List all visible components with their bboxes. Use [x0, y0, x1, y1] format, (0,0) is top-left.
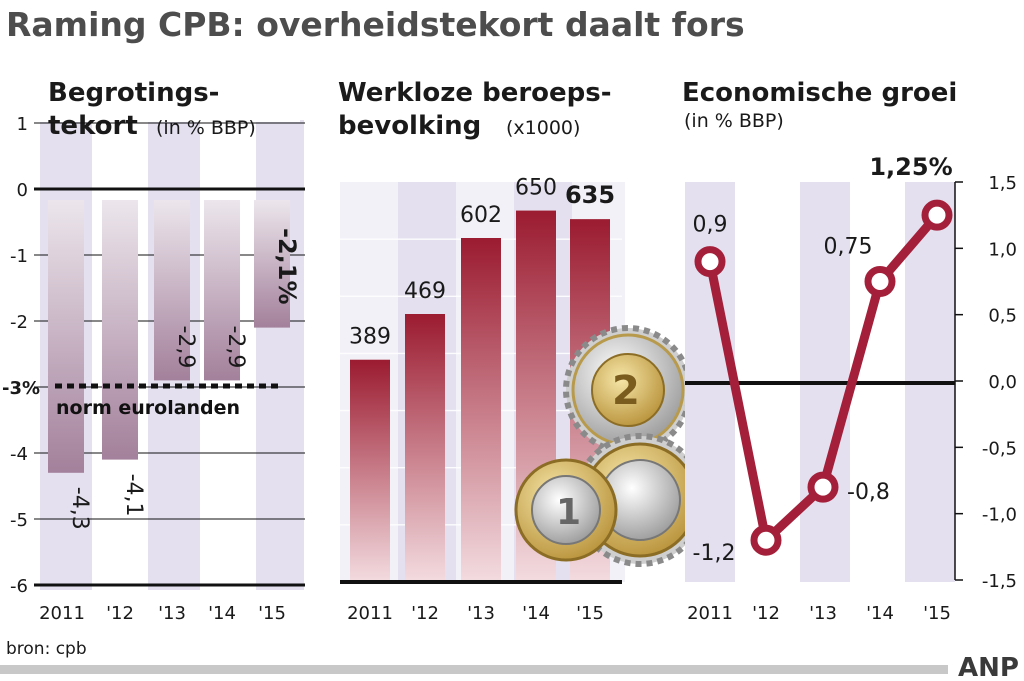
growth-point — [694, 246, 726, 278]
deficit-x-tick: 2011 — [39, 603, 85, 624]
deficit-bar — [102, 200, 138, 460]
deficit-y-tick: 0 — [17, 180, 28, 201]
growth-x-tick: 2011 — [687, 603, 733, 624]
deficit-bar — [204, 200, 240, 381]
unemployment-title-line1: Werkloze beroeps- — [338, 78, 612, 108]
deficit-y-tick: -3% — [2, 378, 40, 399]
growth-panel: Economische groei (in % BBP) 1,5 1,0 0,5 0,… — [682, 78, 1017, 624]
growth-y-tick: 0,0 — [988, 372, 1017, 393]
unemployment-x-tick: '13 — [467, 603, 495, 624]
deficit-value-label: -2,9 — [223, 325, 248, 368]
unemployment-panel: Werkloze beroeps- bevolking (x1000) 389 4… — [338, 78, 707, 624]
growth-point — [807, 471, 839, 503]
growth-point — [750, 524, 782, 556]
deficit-x-tick: '14 — [208, 603, 236, 624]
svg-text:1: 1 — [556, 492, 581, 533]
unemployment-x-tick: '14 — [522, 603, 550, 624]
deficit-value-label: -4,1 — [121, 474, 146, 517]
unemployment-bar — [461, 238, 501, 582]
growth-x-tick: '14 — [866, 603, 894, 624]
deficit-value-label: -4,3 — [67, 487, 92, 530]
deficit-y-tick: -6 — [10, 576, 28, 597]
unemployment-value-label: 650 — [515, 176, 557, 201]
unemployment-subtitle: (x1000) — [506, 117, 580, 139]
unemployment-value-label: 635 — [565, 181, 615, 209]
growth-y-tick: -1,0 — [982, 505, 1017, 526]
unemployment-x-tick: 2011 — [347, 603, 393, 624]
norm-label: norm eurolanden — [56, 397, 240, 419]
agency-logo: ANP — [958, 653, 1019, 681]
unemployment-value-label: 602 — [460, 203, 502, 228]
growth-y-tick: 1,5 — [988, 173, 1017, 194]
deficit-panel: Begrotings- tekort (in % BBP) 1 0 -1 -2 -3% -… — [2, 70, 305, 624]
deficit-x-tick: '12 — [106, 603, 134, 624]
source-label: bron: cpb — [6, 639, 87, 659]
deficit-x-tick: '15 — [258, 603, 286, 624]
deficit-bar — [154, 200, 190, 381]
deficit-value-label: -2,1% — [273, 228, 301, 305]
unemployment-title-line2: bevolking — [338, 111, 481, 141]
growth-subtitle: (in % BBP) — [684, 110, 784, 132]
growth-y-tick: 0,5 — [988, 306, 1017, 327]
growth-point — [864, 266, 896, 297]
growth-value-label: 0,75 — [824, 235, 873, 260]
deficit-bar — [254, 200, 290, 328]
deficit-bar — [48, 200, 84, 473]
growth-title: Economische groei — [682, 78, 957, 108]
deficit-title-line1: Begrotings- — [48, 78, 219, 108]
growth-x-tick: '12 — [752, 603, 780, 624]
euro-coins-illustration: 2 1 — [514, 325, 707, 567]
deficit-subtitle: (in % BBP) — [156, 117, 256, 139]
deficit-title-line2: tekort — [48, 111, 138, 141]
growth-x-tick: '15 — [923, 603, 951, 624]
unemployment-value-label: 469 — [404, 279, 446, 304]
unemployment-bar — [405, 314, 445, 582]
main-title: Raming CPB: overheidstekort daalt fors — [6, 5, 745, 44]
unemployment-value-label: 389 — [349, 325, 391, 350]
footer-bar — [0, 665, 948, 674]
svg-text:2: 2 — [612, 368, 640, 414]
deficit-y-tick: -4 — [10, 444, 28, 465]
growth-value-label: 0,9 — [693, 213, 728, 238]
deficit-y-tick: -5 — [10, 510, 28, 531]
growth-y-tick: -0,5 — [982, 438, 1017, 459]
growth-value-label: -0,8 — [847, 480, 890, 505]
growth-y-tick: -1,5 — [982, 571, 1017, 592]
unemployment-bar — [350, 359, 390, 582]
deficit-x-tick: '13 — [158, 603, 186, 624]
unemployment-x-tick: '15 — [576, 603, 604, 624]
growth-x-tick: '13 — [809, 603, 837, 624]
growth-value-label: 1,25% — [869, 153, 952, 181]
unemployment-x-tick: '12 — [411, 603, 439, 624]
growth-y-tick: 1,0 — [988, 239, 1017, 260]
deficit-band — [256, 120, 304, 590]
deficit-value-label: -2,9 — [173, 325, 198, 368]
deficit-y-tick: -1 — [10, 246, 28, 267]
deficit-y-tick: -2 — [10, 312, 28, 333]
growth-point — [921, 199, 953, 231]
growth-value-label: -1,2 — [693, 541, 736, 566]
deficit-y-tick: 1 — [17, 114, 28, 135]
